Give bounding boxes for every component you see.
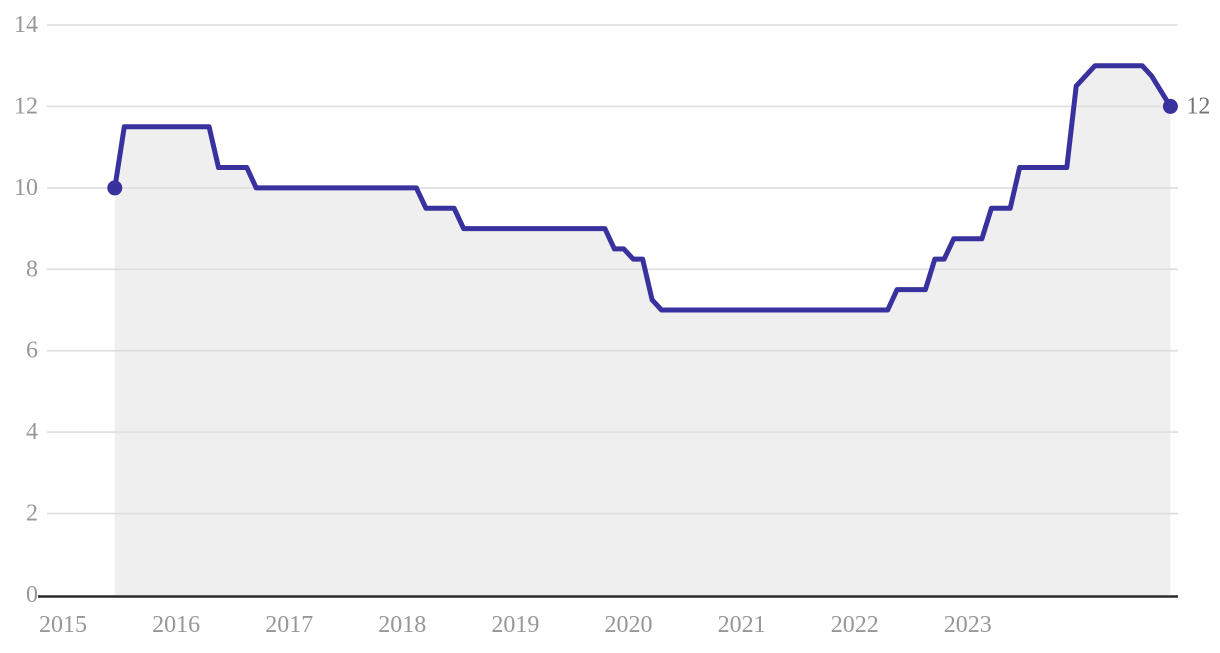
x-axis-tick-label: 2020 (605, 612, 653, 638)
start-point-marker (107, 180, 123, 196)
x-axis-tick-label: 2018 (378, 612, 426, 638)
area-fill (114, 65, 1171, 595)
y-axis-tick-label: 4 (26, 419, 38, 445)
series-line (112, 63, 1173, 313)
y-axis-tick-label: 12 (14, 93, 38, 119)
end-value-label: 12 (1186, 93, 1210, 119)
x-axis-tick-label: 2021 (718, 612, 766, 638)
x-axis-tick-label: 2017 (265, 612, 313, 638)
y-axis-tick-label: 8 (26, 256, 38, 282)
y-axis-tick-label: 6 (26, 338, 38, 364)
y-axis-tick-label: 10 (14, 175, 38, 201)
y-axis-tick-label: 14 (14, 12, 38, 38)
x-axis-tick-label: 2022 (831, 612, 879, 638)
x-axis-tick-label: 2015 (39, 612, 87, 638)
x-axis-tick-label: 2016 (152, 612, 200, 638)
y-axis-tick-label: 0 (26, 582, 38, 608)
end-point-marker (1162, 98, 1178, 114)
y-axis-tick-label: 2 (26, 501, 38, 527)
x-axis-tick-label: 2023 (944, 612, 992, 638)
x-axis-tick-label: 2019 (491, 612, 539, 638)
